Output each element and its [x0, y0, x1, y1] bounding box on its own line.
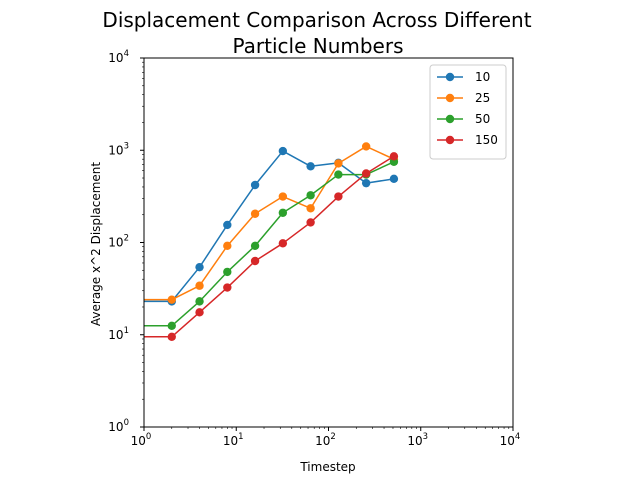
data-point-25-3	[223, 241, 232, 251]
x-tick-label: 103	[407, 432, 428, 448]
y-tick-exponent: 3	[124, 141, 129, 151]
y-tick-label: 101	[108, 326, 129, 342]
y-tick-label: 100	[108, 418, 129, 434]
data-point-10-8	[361, 178, 371, 188]
y-tick-label: 102	[108, 234, 129, 250]
legend-swatch-marker	[445, 93, 455, 103]
data-point-150-9	[389, 152, 399, 161]
data-point-50-3	[223, 267, 232, 277]
x-tick-exponent: 1	[238, 432, 243, 442]
legend-label: 150	[475, 133, 498, 147]
legend-frame	[429, 64, 507, 160]
data-point-150-2	[195, 308, 204, 317]
y-tick-label: 104	[108, 49, 129, 65]
legend-entry-50: 50	[437, 112, 490, 126]
series-line-50	[144, 161, 395, 327]
data-point-50-4	[250, 241, 260, 251]
data-point-25-8	[361, 142, 371, 151]
data-point-50-6	[306, 191, 315, 200]
y-axis-label: Average x^2 Displacement	[89, 162, 103, 326]
data-point-10-2	[195, 262, 204, 272]
data-point-25-1	[167, 295, 176, 304]
data-point-25-4	[250, 209, 260, 218]
data-point-10-5	[278, 146, 288, 156]
data-point-25-2	[195, 281, 204, 290]
data-point-10-4	[250, 180, 260, 190]
x-tick-exponent: 4	[515, 432, 520, 442]
series-10	[144, 146, 399, 306]
series-25	[144, 142, 399, 304]
x-tick-exponent: 0	[146, 432, 151, 442]
legend-swatch-marker	[445, 72, 455, 82]
x-tick-exponent: 3	[423, 432, 428, 442]
x-tick-label: 102	[315, 432, 336, 448]
legend-swatch-marker	[445, 114, 455, 124]
data-point-10-6	[306, 162, 315, 171]
legend: 10 25 50 150	[429, 64, 507, 160]
data-point-150-1	[167, 332, 176, 342]
data-point-50-7	[334, 170, 343, 179]
legend-label: 25	[475, 91, 490, 105]
y-tick-exponent: 1	[124, 326, 129, 336]
x-tick-label: 101	[223, 432, 244, 448]
series-150	[144, 152, 399, 342]
chart-title: Displacement Comparison Across Different…	[102, 8, 531, 58]
data-point-50-5	[278, 208, 288, 217]
data-point-150-8	[361, 169, 371, 178]
legend-label: 10	[475, 70, 490, 84]
x-tick-label: 100	[131, 432, 152, 448]
data-point-10-3	[223, 220, 232, 230]
data-point-50-2	[195, 297, 204, 306]
data-point-50-1	[167, 321, 176, 331]
data-point-150-7	[334, 192, 343, 201]
y-tick-exponent: 0	[124, 418, 129, 428]
legend-label: 50	[475, 112, 490, 126]
legend-entry-25: 25	[437, 91, 490, 105]
x-axis-label: Timestep	[299, 460, 355, 474]
x-tick-exponent: 2	[330, 432, 335, 442]
x-tick-label: 104	[500, 432, 521, 448]
data-point-150-3	[223, 283, 232, 292]
y-tick-exponent: 4	[124, 49, 129, 59]
legend-entry-150: 150	[437, 133, 498, 147]
data-point-25-6	[306, 204, 315, 213]
series-line-10	[144, 150, 395, 303]
series-line-150	[144, 155, 395, 338]
data-point-150-5	[278, 239, 288, 248]
data-point-25-7	[334, 159, 343, 168]
series-50	[144, 157, 399, 331]
data-point-10-9	[389, 174, 399, 184]
y-tick-exponent: 2	[124, 234, 129, 244]
chart-title-line-1: Displacement Comparison Across Different	[102, 8, 531, 32]
chart-title-line-2: Particle Numbers	[232, 34, 403, 58]
legend-entry-10: 10	[437, 70, 490, 84]
y-tick-label: 103	[108, 141, 129, 157]
legend-swatch-marker	[445, 135, 455, 145]
series-line-25	[144, 145, 395, 301]
data-point-150-4	[250, 256, 260, 266]
series-layer	[144, 142, 399, 342]
data-point-150-6	[306, 218, 315, 227]
data-point-25-5	[278, 192, 288, 201]
